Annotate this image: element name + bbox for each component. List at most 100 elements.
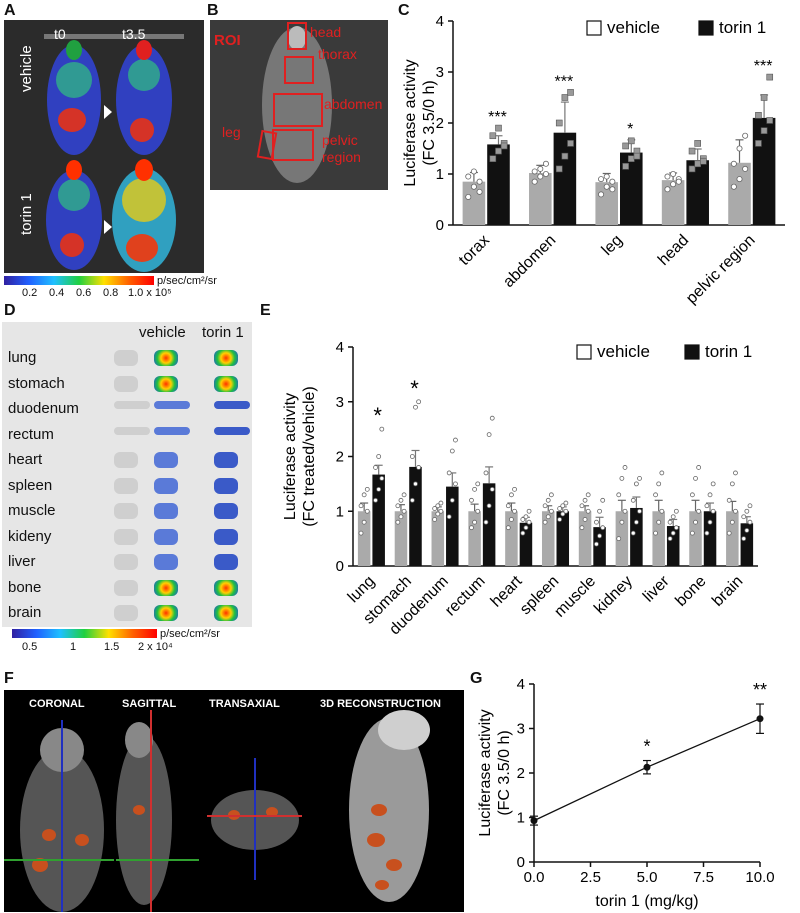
bar <box>686 160 709 225</box>
data-point <box>582 517 588 522</box>
organ-image <box>214 452 238 468</box>
y-tick-label: 3 <box>436 64 444 81</box>
organ-image <box>154 528 178 545</box>
data-point <box>755 140 762 147</box>
data-point <box>598 176 605 183</box>
y-axis-label: (FC treated/vehicle) <box>301 386 318 527</box>
data-point <box>379 475 385 481</box>
bar <box>468 511 481 566</box>
data-point <box>548 492 554 498</box>
organ-col-vehicle: vehicle <box>139 324 186 341</box>
data-point <box>627 155 635 162</box>
organ-label: duodenum <box>8 400 79 417</box>
data-point <box>730 160 737 167</box>
data-point <box>603 173 610 180</box>
organ-label: bone <box>8 578 42 596</box>
data-point <box>472 519 478 525</box>
panel-letter-f: F <box>4 670 14 687</box>
legend-label: vehicle <box>607 18 660 37</box>
data-point <box>585 508 591 514</box>
data-point <box>616 536 622 542</box>
data-point <box>542 519 548 525</box>
legend-swatch <box>698 20 714 36</box>
data-point <box>622 465 628 470</box>
organ-label: heart <box>8 451 43 468</box>
data-point <box>560 503 566 509</box>
organ-label: kideny <box>8 527 52 545</box>
data-point <box>453 481 458 487</box>
x-tick-label: leg <box>599 232 626 259</box>
data-point <box>630 530 636 536</box>
arrow-icon <box>104 220 112 234</box>
roi-thorax-label: thorax <box>318 46 357 62</box>
organ-image <box>114 375 138 392</box>
roi-abdomen-label: abdomen <box>324 96 383 112</box>
data-point <box>416 399 422 405</box>
y-axis-label: Luciferase activity <box>282 393 299 520</box>
data-point <box>449 448 455 454</box>
bar <box>446 486 459 566</box>
data-point <box>729 481 735 487</box>
data-point <box>465 193 472 200</box>
x-tick-label: 2.5 <box>580 869 601 886</box>
bar <box>394 511 408 566</box>
data-point <box>760 127 768 134</box>
bar <box>652 511 665 566</box>
data-point <box>364 508 370 514</box>
colorbar-a-unit: p/sec/cm²/sr <box>157 275 217 287</box>
data-point <box>585 492 591 498</box>
colorbar-d-ticks: 0.5 1 1.5 2 x 10⁴ <box>22 641 173 653</box>
organ-image <box>154 426 190 435</box>
data-point <box>637 475 642 481</box>
organ-label: lung <box>8 349 37 366</box>
data-point <box>435 503 441 509</box>
data-point <box>542 170 549 177</box>
organ-image <box>154 579 178 596</box>
data-point <box>509 492 514 498</box>
x-tick-label: rectum <box>442 573 489 620</box>
organ-image <box>114 605 138 621</box>
data-point <box>707 492 713 498</box>
data-point <box>520 530 526 536</box>
data-point <box>579 503 585 509</box>
significance-marker: * <box>627 121 633 138</box>
x-tick-label: pelvic region <box>683 232 759 307</box>
bar <box>556 511 570 566</box>
data-point <box>700 157 707 165</box>
data-point <box>766 73 774 81</box>
data-point <box>512 486 517 492</box>
ct-coronal-view <box>4 720 114 912</box>
bar <box>409 466 422 566</box>
bioluminescence-mice-image: t0 t3.5 vehicle torin 1 <box>4 20 204 273</box>
data-point <box>733 508 738 514</box>
data-point <box>486 503 492 509</box>
data-point <box>531 168 538 175</box>
data-point <box>673 525 679 531</box>
data-point <box>594 541 599 547</box>
data-point <box>495 124 502 132</box>
x-tick-label: liver <box>640 572 673 605</box>
colorbar-a <box>4 276 154 285</box>
mice-heatmap-svg <box>46 40 176 272</box>
roi-mouse-image: ROI head thorax abdomen leg pelvic regio… <box>210 20 388 190</box>
x-tick-label: 5.0 <box>637 869 658 886</box>
data-point <box>760 94 768 101</box>
data-point <box>594 519 599 525</box>
ct-images-panel: CORONAL SAGITTAL TRANSAXIAL 3D RECONSTRU… <box>4 690 464 912</box>
data-point <box>726 497 732 503</box>
organ-image <box>114 477 138 494</box>
data-point <box>579 525 585 531</box>
data-point <box>670 170 677 177</box>
data-point <box>545 497 551 503</box>
bar <box>666 526 680 566</box>
bar <box>728 162 751 225</box>
data-point <box>376 454 382 459</box>
organ-image <box>114 579 138 596</box>
data-point <box>486 432 492 438</box>
data-point <box>637 508 642 514</box>
data-point <box>689 492 695 498</box>
data-point <box>358 530 364 536</box>
data-point <box>656 481 662 487</box>
data-point <box>475 481 481 487</box>
view-label-coronal: CORONAL <box>29 698 85 710</box>
